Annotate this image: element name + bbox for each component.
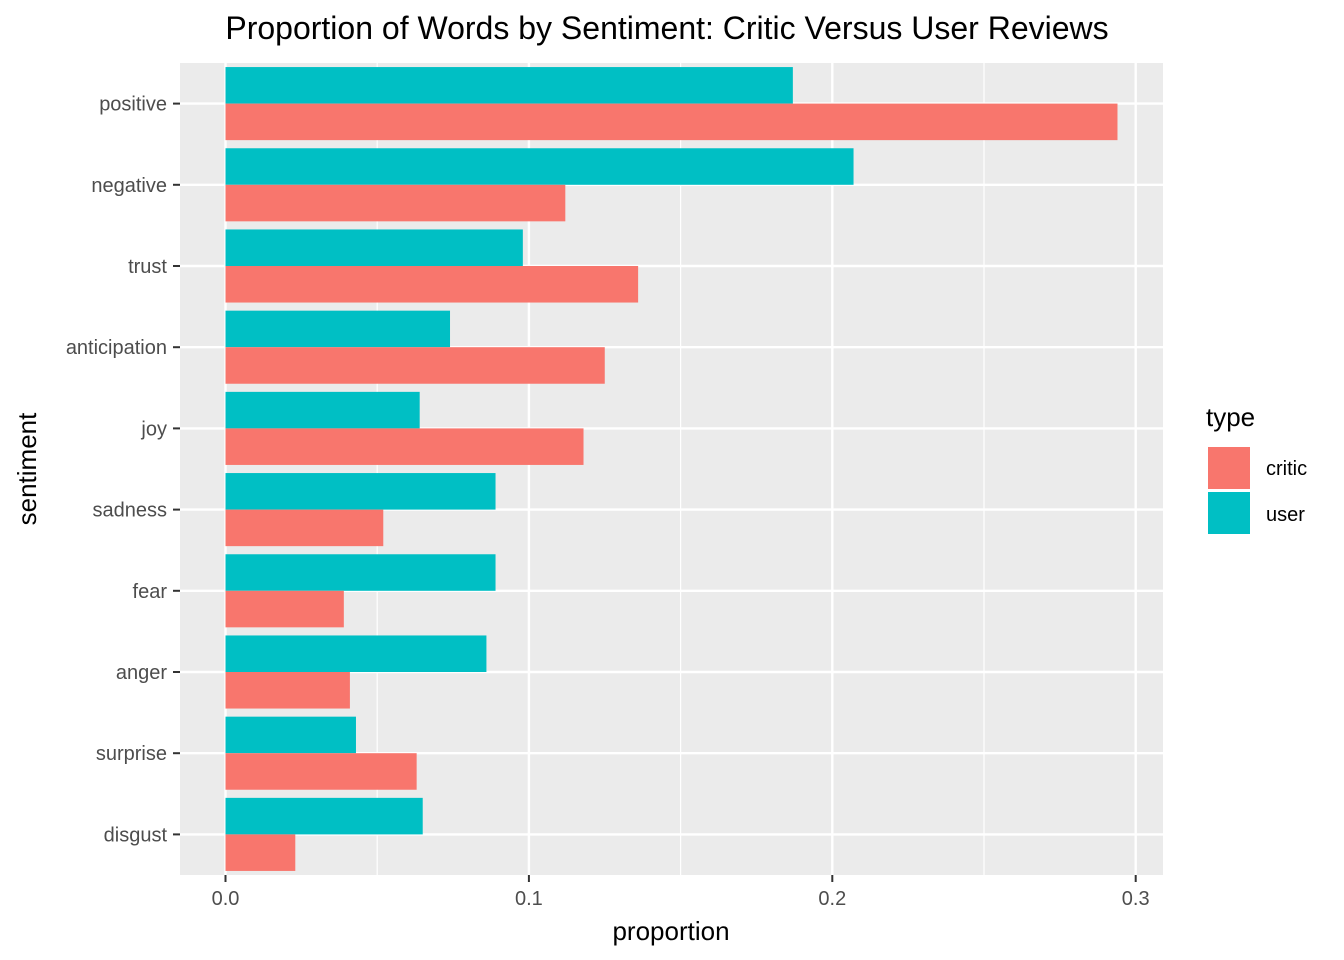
y-tick-label-positive: positive — [99, 94, 167, 116]
y-tick-label-fear: fear — [133, 581, 168, 603]
x-tick-label: 0.1 — [515, 888, 543, 910]
bar-user-positive — [225, 67, 793, 104]
bar-critic-joy — [225, 428, 584, 465]
bar-user-disgust — [225, 797, 423, 835]
bar-user-anticipation — [225, 310, 451, 348]
legend-key-critic — [1208, 447, 1250, 489]
x-tick-label: 0.0 — [212, 888, 240, 910]
bar-critic-surprise — [225, 753, 417, 790]
y-axis: positive negative trust anticipation joy sadn… — [66, 94, 180, 846]
legend-label-user: user — [1266, 504, 1305, 526]
x-axis-title: proportion — [612, 916, 729, 946]
y-axis-title: sentiment — [12, 412, 42, 525]
y-tick-label-sadness: sadness — [93, 500, 168, 522]
y-tick-label-disgust: disgust — [104, 824, 168, 846]
bar-user-joy — [225, 391, 420, 429]
y-tick-label-anger: anger — [116, 662, 167, 684]
bar-critic-fear — [225, 590, 344, 628]
bar-critic-positive — [225, 103, 1118, 141]
y-tick-label-negative: negative — [91, 175, 167, 197]
x-axis: 0.0 0.1 0.2 0.3 — [212, 875, 1150, 910]
x-tick-label: 0.2 — [818, 888, 846, 910]
bar-critic-disgust — [225, 834, 296, 871]
bar-user-negative — [225, 148, 854, 185]
bar-user-surprise — [225, 716, 356, 754]
legend-title: type — [1206, 402, 1255, 432]
bars — [225, 67, 1118, 871]
y-tick-label-anticipation: anticipation — [66, 337, 167, 359]
bar-user-sadness — [225, 473, 496, 510]
y-tick-label-trust: trust — [128, 256, 167, 278]
y-tick-label-surprise: surprise — [96, 743, 167, 765]
legend-label-critic: critic — [1266, 458, 1307, 480]
bar-user-fear — [225, 554, 496, 591]
legend-key-user — [1208, 492, 1250, 534]
chart-title: Proportion of Words by Sentiment: Critic… — [225, 10, 1108, 46]
bar-critic-anger — [225, 672, 350, 709]
bar-critic-negative — [225, 184, 566, 222]
bar-user-trust — [225, 229, 523, 266]
bar-critic-anticipation — [225, 347, 605, 384]
y-tick-label-joy: joy — [140, 418, 167, 440]
bar-critic-sadness — [225, 509, 384, 547]
legend: type critic user — [1206, 402, 1307, 534]
x-tick-label: 0.3 — [1122, 888, 1150, 910]
bar-critic-trust — [225, 266, 639, 303]
bar-user-anger — [225, 635, 487, 672]
